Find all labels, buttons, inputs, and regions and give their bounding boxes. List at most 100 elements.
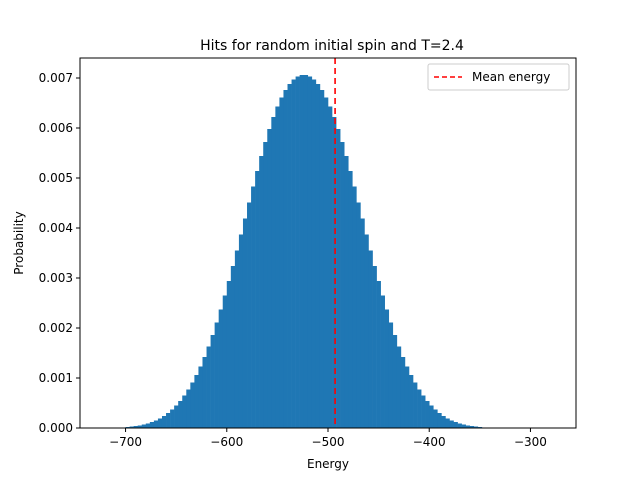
y-axis-ticks: 0.000 0.001 0.002 0.003 0.004 0.005 0.006 0.007: [39, 71, 80, 435]
histogram-bar: [271, 117, 276, 428]
histogram-bar: [287, 84, 292, 428]
histogram-bar: [226, 281, 232, 428]
histogram-bar: [247, 202, 252, 428]
histogram-bar: [425, 401, 430, 428]
histogram-bar: [319, 90, 325, 428]
histogram-bar: [340, 142, 345, 428]
histogram-bar: [328, 106, 333, 428]
histogram-bar: [311, 79, 317, 428]
y-tick-label: 0.002: [39, 321, 73, 335]
histogram-bar: [384, 309, 390, 428]
histogram-bar: [174, 405, 179, 428]
histogram-bar: [255, 171, 260, 428]
histogram-bar: [157, 418, 163, 428]
histogram-bar: [141, 424, 147, 428]
y-tick-label: 0.000: [39, 421, 73, 435]
x-tick-label: −300: [514, 435, 547, 449]
legend-box: [427, 63, 570, 91]
histogram-bar: [178, 401, 183, 428]
histogram-bar: [153, 420, 159, 428]
histogram-bar: [206, 346, 211, 428]
x-axis-ticks: −700 −600 −500 −400 −300: [109, 428, 547, 449]
histogram-bar: [372, 266, 377, 428]
histogram-bar: [453, 422, 458, 428]
histogram-bar: [413, 382, 418, 428]
histogram-bar: [315, 84, 321, 428]
histogram-bar: [433, 409, 438, 428]
legend-label-mean-energy: Mean energy: [472, 70, 550, 84]
histogram-bar: [198, 366, 203, 428]
histogram-bar: [145, 423, 151, 428]
y-tick-label: 0.004: [39, 221, 73, 235]
histogram-bar: [332, 117, 337, 428]
histogram-bar: [449, 420, 454, 428]
histogram-bar: [392, 335, 398, 428]
histogram-bar: [263, 142, 268, 428]
histogram-bar: [210, 335, 215, 428]
y-tick-label: 0.006: [39, 121, 73, 135]
histogram-bar: [238, 234, 244, 428]
histogram-bar: [161, 416, 167, 428]
y-tick-label: 0.003: [39, 271, 73, 285]
histogram-bar: [283, 90, 288, 428]
histogram-bar: [421, 395, 426, 428]
y-axis-label: Probability: [12, 211, 26, 274]
histogram-bar: [437, 413, 442, 428]
x-tick-label: −700: [109, 435, 142, 449]
histogram-bar: [230, 266, 236, 428]
histogram-bar: [417, 389, 422, 428]
chart-title: Hits for random initial spin and T=2.4: [200, 38, 464, 54]
histogram-bar: [214, 322, 219, 428]
histogram-bar: [186, 389, 191, 428]
histogram-bar: [170, 409, 175, 428]
histogram-bar: [461, 424, 466, 428]
histogram-bar: [356, 202, 361, 428]
histogram-bar: [242, 218, 248, 428]
histogram-bar: [469, 426, 475, 428]
histogram-bar: [194, 375, 199, 428]
histogram-bar: [376, 281, 381, 428]
histogram-bar: [267, 129, 272, 428]
histogram-bar: [291, 79, 296, 428]
x-axis-label: Energy: [307, 457, 349, 471]
histogram-bars: [125, 75, 491, 428]
histogram-bar: [279, 97, 284, 428]
histogram-bar: [336, 129, 341, 428]
histogram-bar: [473, 426, 479, 428]
histogram-bar: [307, 76, 313, 428]
histogram-bar: [202, 357, 207, 428]
histogram-bar: [429, 405, 434, 428]
histogram-bar: [323, 97, 329, 428]
histogram-bar: [133, 426, 138, 428]
x-tick-label: −400: [413, 435, 446, 449]
histogram-bar: [344, 156, 349, 428]
histogram-bar: [465, 425, 471, 428]
histogram-bar: [129, 426, 134, 428]
histogram-bar: [352, 186, 357, 428]
histogram-bar: [251, 186, 256, 428]
histogram-bar: [149, 422, 155, 428]
histogram-bar: [441, 416, 446, 428]
histogram-bar: [234, 250, 240, 428]
histogram-bar: [360, 218, 365, 428]
y-tick-label: 0.007: [39, 71, 73, 85]
histogram-bar: [190, 382, 195, 428]
histogram-bar: [218, 309, 224, 428]
y-tick-label: 0.001: [39, 371, 73, 385]
histogram-bar: [295, 76, 300, 428]
histogram-bar: [303, 75, 309, 428]
histogram-bar: [457, 423, 462, 428]
histogram-bar: [275, 106, 280, 428]
x-tick-label: −500: [312, 435, 345, 449]
histogram-bar: [137, 425, 143, 428]
y-tick-label: 0.005: [39, 171, 73, 185]
histogram-bar: [348, 171, 353, 428]
histogram-bar: [388, 322, 394, 428]
histogram-bar: [368, 250, 373, 428]
legend: Mean energy: [427, 63, 570, 91]
histogram-bar: [400, 357, 406, 428]
histogram-bar: [182, 395, 187, 428]
histogram-bar: [396, 346, 402, 428]
histogram-bar: [166, 413, 171, 428]
